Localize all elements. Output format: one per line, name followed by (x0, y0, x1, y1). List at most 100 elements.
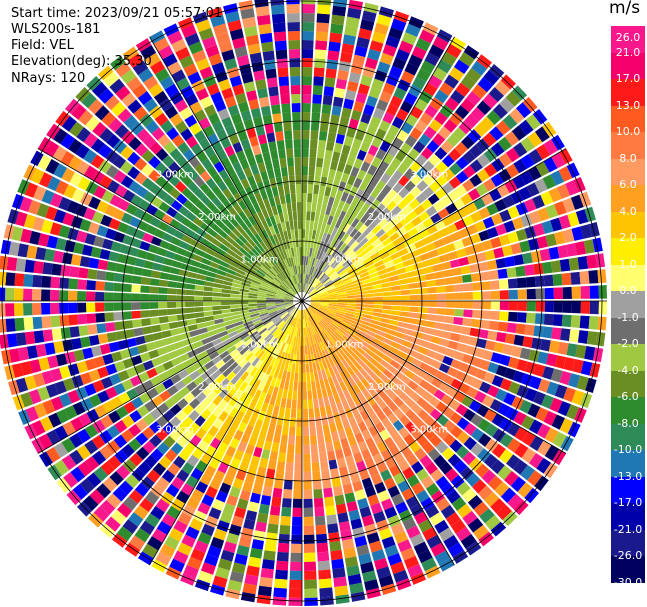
range-gate (115, 62, 131, 78)
range-gate (498, 152, 513, 168)
range-gate (190, 354, 201, 364)
range-gate (304, 588, 318, 598)
range-gate (311, 112, 321, 122)
range-gate (399, 414, 411, 427)
range-gate (241, 244, 251, 253)
range-gate (47, 355, 59, 369)
range-gate (63, 184, 77, 199)
range-gate (243, 166, 253, 178)
range-gate (471, 318, 482, 328)
range-gate (181, 534, 196, 548)
range-gate (382, 237, 393, 247)
range-gate (374, 421, 386, 433)
range-gate (295, 238, 299, 248)
range-gate (341, 321, 351, 328)
range-gate (323, 328, 331, 338)
range-gate (248, 435, 258, 447)
range-gate (322, 317, 330, 325)
range-gate (353, 101, 365, 113)
range-gate (150, 60, 166, 75)
range-gate (76, 127, 91, 143)
range-gate (183, 199, 195, 211)
range-gate (230, 301, 240, 305)
range-gate (404, 397, 416, 409)
range-gate (41, 275, 52, 288)
range-gate (141, 268, 153, 278)
range-gate (53, 442, 69, 458)
range-gate (513, 142, 528, 158)
azimuth-line (149, 300, 303, 566)
range-gate (282, 323, 289, 333)
range-gate (513, 254, 524, 266)
range-gate (104, 302, 114, 312)
range-gate (380, 498, 394, 511)
range-gate (495, 388, 508, 402)
range-gate (262, 317, 271, 324)
range-gate (302, 85, 312, 95)
range-gate (436, 308, 446, 315)
range-gate (370, 414, 381, 426)
range-gate (334, 280, 343, 287)
range-gate (187, 271, 198, 279)
range-gate (518, 119, 534, 136)
range-gate (220, 549, 235, 562)
range-gate (411, 46, 427, 60)
range-gate (277, 251, 284, 261)
range-gate (385, 227, 397, 237)
range-gate (171, 498, 185, 512)
range-gate (207, 545, 222, 558)
range-gate (365, 230, 376, 241)
range-gate (269, 283, 279, 289)
range-gate (216, 346, 227, 355)
range-gate (305, 354, 309, 364)
range-gate (337, 291, 347, 296)
range-gate (302, 130, 310, 140)
range-gate (290, 286, 297, 295)
range-gate (428, 118, 443, 133)
range-gate (319, 587, 334, 598)
range-gate (550, 368, 563, 383)
range-gate (348, 509, 361, 521)
range-gate (490, 521, 507, 537)
range-gate (566, 242, 578, 257)
range-gate (88, 394, 102, 408)
range-gate (276, 290, 286, 295)
range-gate (286, 453, 294, 463)
range-gate (369, 323, 380, 330)
range-gate (405, 409, 417, 421)
range-gate (182, 416, 194, 429)
range-gate (542, 366, 555, 380)
range-gate (213, 470, 226, 482)
range-gate (441, 330, 452, 340)
range-gate (190, 548, 206, 562)
range-gate (473, 347, 485, 358)
range-gate (269, 284, 278, 291)
range-gate (528, 238, 540, 251)
range-gate (239, 307, 249, 311)
range-gate (372, 353, 383, 363)
range-gate (298, 238, 302, 248)
range-gate (108, 218, 121, 231)
range-gate (217, 192, 228, 204)
range-gate (442, 355, 454, 366)
range-gate (221, 87, 234, 100)
range-gate (393, 355, 404, 364)
range-gate (478, 485, 493, 501)
range-gate (180, 128, 193, 141)
range-gate (275, 303, 285, 307)
range-gate (328, 41, 341, 52)
range-gate (99, 499, 116, 516)
range-gate (265, 344, 273, 354)
range-gate (243, 256, 253, 264)
range-gate (140, 476, 155, 490)
range-gate (59, 393, 72, 408)
range-gate (308, 289, 317, 296)
range-gate (270, 337, 278, 347)
range-gate (280, 270, 288, 280)
range-gate (327, 225, 335, 235)
range-gate (327, 289, 337, 294)
range-gate (342, 389, 352, 400)
range-gate (328, 357, 335, 367)
range-gate (364, 293, 374, 298)
range-gate (495, 331, 507, 343)
